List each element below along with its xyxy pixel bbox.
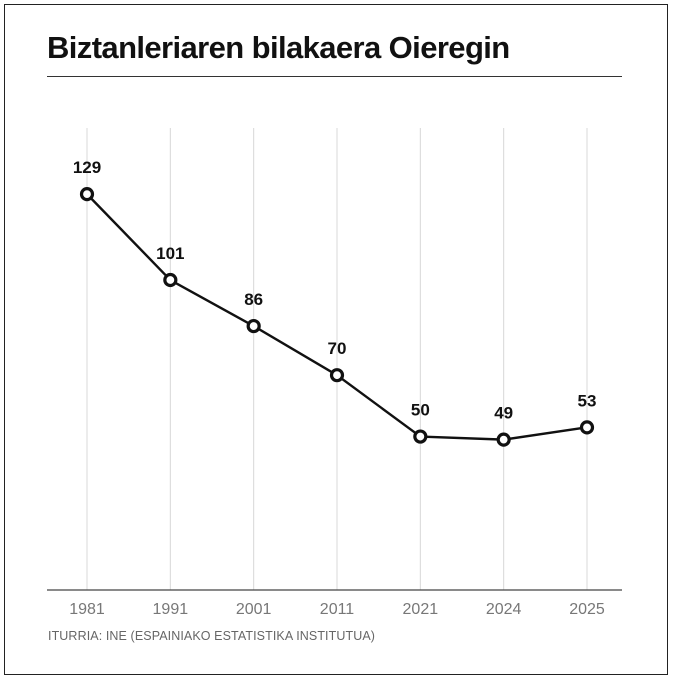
data-point <box>163 272 178 288</box>
data-label: 86 <box>244 290 263 309</box>
chart-title: Biztanleriaren bilakaera Oieregin <box>47 30 510 65</box>
x-tick-label: 2021 <box>403 601 439 618</box>
data-point <box>329 368 345 383</box>
data-point <box>79 187 95 202</box>
x-tick-label: 1991 <box>153 601 189 618</box>
data-point <box>246 318 261 334</box>
x-tick-label: 2001 <box>236 601 272 618</box>
data-label: 50 <box>411 401 430 420</box>
title-divider <box>47 76 622 77</box>
data-label: 70 <box>328 339 347 358</box>
data-point <box>413 429 428 444</box>
source-note: ITURRIA: INE (ESPAINIAKO ESTATISTIKA INS… <box>48 629 376 643</box>
data-label: 101 <box>156 244 184 263</box>
x-tick-label: 2011 <box>320 601 355 618</box>
x-tick-label: 1981 <box>69 601 105 618</box>
chart-frame <box>4 4 668 675</box>
data-label: 53 <box>578 391 597 410</box>
x-tick-label: 2025 <box>569 601 605 618</box>
data-label: 129 <box>73 158 101 177</box>
data-point <box>579 420 595 435</box>
data-point <box>496 432 511 447</box>
data-label: 49 <box>494 404 513 423</box>
x-tick-label: 2024 <box>486 601 522 618</box>
